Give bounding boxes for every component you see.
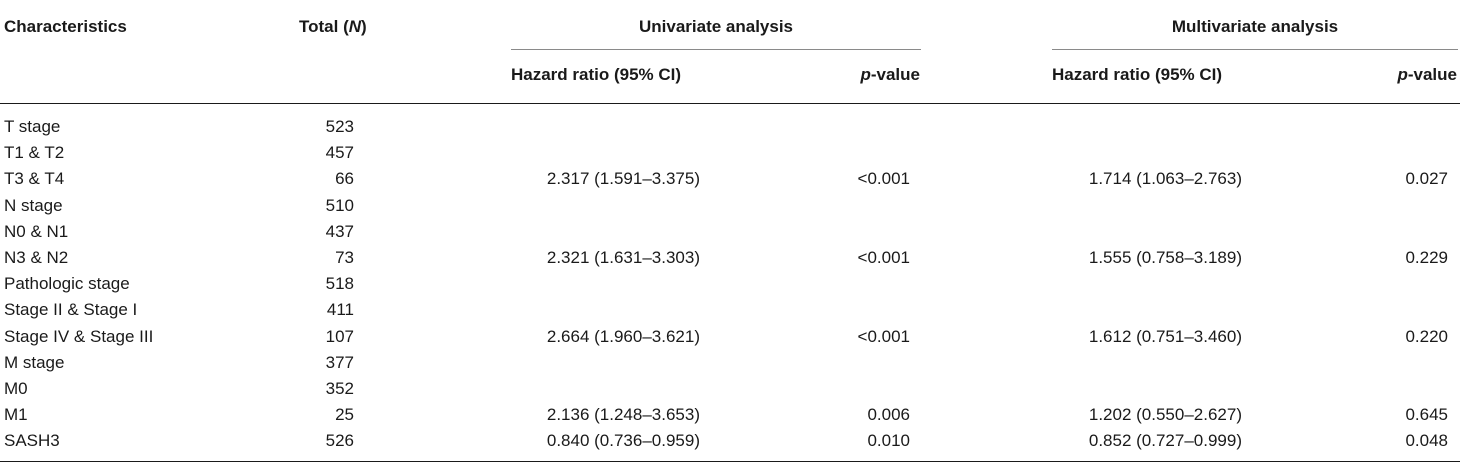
multivariate-underline (1052, 49, 1458, 50)
header-multivariate: Multivariate analysis (1171, 17, 1339, 36)
cell-uni-hr: 0.840 (0.736–0.959) (546, 431, 700, 450)
cell-multi-p: 0.645 (1405, 405, 1448, 424)
cell-label: M1 (4, 405, 28, 424)
cell-total: 518 (325, 274, 354, 293)
cell-uni-hr: 2.317 (1.591–3.375) (546, 169, 700, 188)
cell-uni-p: <0.001 (857, 248, 910, 267)
cell-label: T stage (4, 117, 61, 136)
header-uni-hr: Hazard ratio (95% CI) (511, 65, 682, 84)
cell-multi-p: 0.027 (1405, 169, 1448, 188)
header-characteristics: Characteristics (4, 17, 127, 36)
header-multi-p-italic: p (1397, 65, 1408, 84)
header-total-prefix: Total ( (299, 17, 349, 36)
cell-uni-hr: 2.664 (1.960–3.621) (546, 327, 700, 346)
cell-multi-hr: 1.612 (0.751–3.460) (1088, 327, 1242, 346)
univariate-underline (511, 49, 921, 50)
cell-label: M stage (4, 353, 65, 372)
cell-label: N stage (4, 196, 63, 215)
header-total: Total (N) (299, 17, 367, 37)
cell-label: Stage IV & Stage III (4, 327, 154, 346)
cell-total: 437 (325, 222, 354, 241)
cell-label: N0 & N1 (4, 222, 69, 241)
cell-multi-hr: 1.555 (0.758–3.189) (1088, 248, 1242, 267)
cell-label: N3 & N2 (4, 248, 69, 267)
header-multi-hr: Hazard ratio (95% CI) (1052, 65, 1223, 84)
cell-label: SASH3 (4, 431, 60, 450)
cell-uni-p: <0.001 (857, 327, 910, 346)
cell-total: 411 (326, 300, 354, 319)
cell-total: 377 (325, 353, 354, 372)
cell-total: 66 (335, 169, 354, 188)
header-total-n: N (348, 17, 362, 36)
cell-total: 457 (325, 143, 354, 162)
cell-label: Pathologic stage (4, 274, 130, 293)
header-uni-p-suffix: -value (870, 65, 920, 84)
cell-multi-p: 0.220 (1405, 327, 1448, 346)
header-univariate: Univariate analysis (638, 17, 794, 36)
cell-multi-hr: 0.852 (0.727–0.999) (1088, 431, 1242, 450)
cell-uni-p: 0.006 (867, 405, 910, 424)
header-uni-p-italic: p (860, 65, 871, 84)
table-bottom-rule (0, 461, 1460, 462)
header-rule (0, 103, 1460, 104)
cell-total: 526 (325, 431, 354, 450)
header-multi-p: p-value (1307, 65, 1457, 85)
cell-label: T1 & T2 (4, 143, 65, 162)
cell-multi-hr: 1.714 (1.063–2.763) (1088, 169, 1242, 188)
header-uni-p: p-value (770, 65, 920, 85)
header-multi-p-suffix: -value (1407, 65, 1457, 84)
cell-total: 107 (325, 327, 354, 346)
cell-total: 523 (325, 117, 354, 136)
cell-total: 352 (325, 379, 354, 398)
cell-multi-p: 0.048 (1405, 431, 1448, 450)
cell-uni-p: <0.001 (857, 169, 910, 188)
cell-uni-hr: 2.321 (1.631–3.303) (546, 248, 700, 267)
cell-uni-p: 0.010 (867, 431, 910, 450)
header-total-suffix: ) (361, 17, 367, 36)
cell-uni-hr: 2.136 (1.248–3.653) (546, 405, 700, 424)
cell-label: M0 (4, 379, 28, 398)
cell-total: 25 (335, 405, 354, 424)
cell-multi-p: 0.229 (1405, 248, 1448, 267)
cell-label: Stage II & Stage I (4, 300, 138, 319)
cell-multi-hr: 1.202 (0.550–2.627) (1088, 405, 1242, 424)
cell-total: 73 (335, 248, 354, 267)
cell-total: 510 (325, 196, 354, 215)
cell-label: T3 & T4 (4, 169, 65, 188)
